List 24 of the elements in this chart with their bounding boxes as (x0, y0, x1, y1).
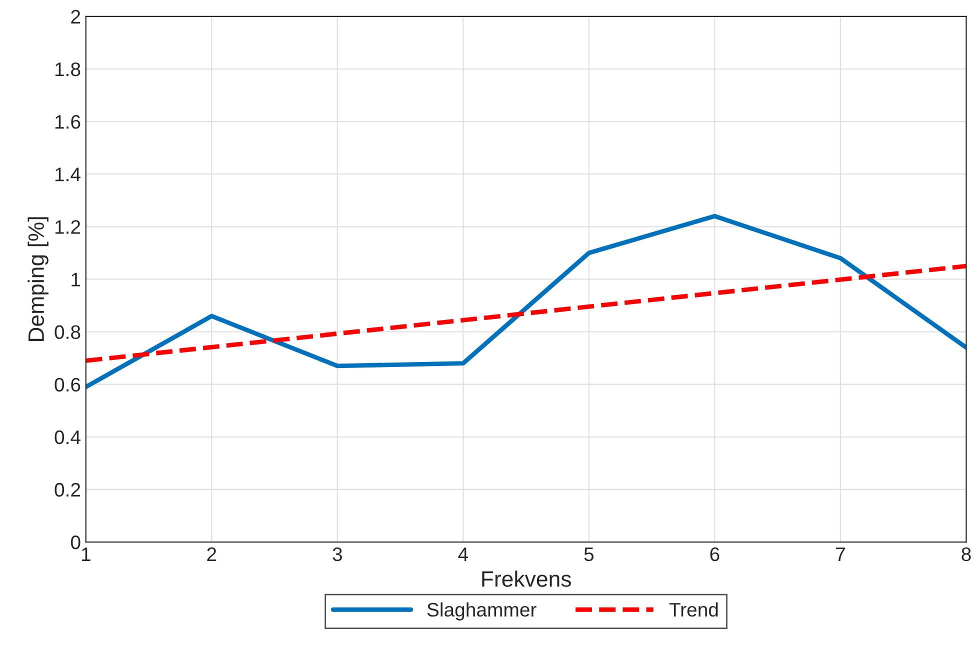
x-tick-label: 2 (207, 547, 216, 561)
x-tick-label: 4 (458, 548, 468, 561)
y-tick-label: 0.6 (54, 378, 80, 392)
y-tick-label: 0.8 (54, 325, 80, 340)
y-tick-label: 1 (72, 272, 80, 286)
x-tick-label: 3 (332, 547, 342, 562)
y-tick-label: 1.6 (55, 115, 80, 129)
legend-label: Slaghammer (427, 602, 536, 620)
x-tick-label: 7 (836, 548, 845, 561)
x-tick-label: 1 (82, 548, 90, 561)
y-tick-label: 0 (70, 535, 80, 550)
x-tick-label: 8 (962, 547, 971, 562)
y-tick-label: 1.4 (55, 168, 80, 182)
line-series (86, 214, 966, 390)
x-tick-label: 5 (584, 548, 594, 562)
y-tick-label: 0.4 (54, 430, 80, 444)
y-axis-title: Demping [%] (28, 217, 48, 342)
x-tick-label: 6 (710, 547, 720, 562)
legend-label: Trend (669, 602, 718, 617)
y-tick-label: 1.2 (55, 220, 80, 234)
y-tick-label: 0.2 (54, 482, 80, 497)
y-tick-label: 2 (71, 10, 80, 24)
x-axis-title: Frekvens (482, 570, 571, 587)
y-tick-label: 1.8 (55, 62, 80, 76)
